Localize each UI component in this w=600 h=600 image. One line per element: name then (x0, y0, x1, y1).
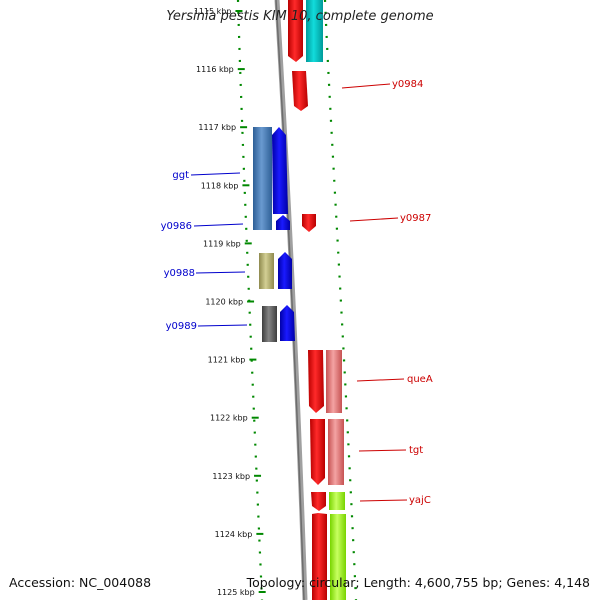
gene-pink-queA (326, 350, 342, 413)
genome-backbone-highlight (275, 0, 305, 600)
leader-y0987 (349, 217, 399, 222)
kbp-tick-label: 1121 kbp (208, 356, 246, 365)
gene-khaki-y0988 (259, 253, 274, 289)
genome-summary: Topology: circular; Length: 4,600,755 bp… (246, 575, 590, 590)
leader-tgt (358, 449, 407, 452)
leader-queA (356, 378, 405, 382)
gene-features (253, 0, 346, 600)
label-queA: queA (407, 374, 433, 385)
label-ggt: ggt (172, 170, 189, 181)
leader-yajC (359, 499, 408, 502)
kbp-tick-label: 1120 kbp (205, 298, 243, 307)
kbp-tick-label: 1116 kbp (196, 65, 234, 74)
kbp-tick-label: 1124 kbp (215, 530, 253, 539)
gene-gray-y0989 (262, 306, 277, 342)
gene-steel-ggt (253, 127, 272, 230)
label-y0986: y0986 (161, 221, 192, 232)
kbp-tick-label: 1119 kbp (203, 239, 241, 248)
leader-y0989 (197, 324, 248, 327)
label-y0989: y0989 (166, 321, 197, 332)
label-yajC: yajC (409, 495, 431, 506)
gene-lime-bottom (330, 514, 346, 600)
accession-text: Accession: NC_004088 (9, 575, 152, 590)
gene-red-top (288, 0, 303, 62)
gene-y0984 (292, 71, 308, 111)
leader-y0986 (193, 223, 244, 227)
kbp-tick-label: 1118 kbp (201, 181, 239, 190)
label-y0988: y0988 (164, 268, 195, 279)
leader-ggt (190, 172, 241, 176)
gene-blue-ggt (272, 127, 288, 214)
genome-backbone (274, 0, 308, 600)
gene-red-queA (308, 350, 324, 413)
page-title: Yersinia pestis KIM 10, complete genome (166, 9, 434, 24)
kbp-tick-label: 1117 kbp (198, 123, 236, 132)
kbp-tick-label: 1125 kbp (217, 588, 255, 597)
kbp-tick-label: 1122 kbp (210, 414, 248, 423)
gene-blue-y0989 (280, 305, 295, 341)
label-tgt: tgt (409, 445, 423, 456)
gene-red-tgt (310, 419, 325, 485)
gene-red-yajC (311, 492, 326, 511)
leader-y0984 (341, 83, 391, 89)
kbp-tick-label: 1115 kbp (194, 7, 232, 16)
label-y0987: y0987 (400, 213, 431, 224)
gene-pink-tgt (328, 419, 344, 485)
label-y0984: y0984 (392, 79, 423, 90)
gene-y0987 (302, 214, 316, 232)
gene-red-bottom (312, 513, 327, 600)
kbp-tick-label: 1123 kbp (212, 472, 250, 481)
leader-y0988 (195, 271, 246, 274)
gene-lime-yajC (329, 492, 345, 510)
gene-blue-y0988 (278, 252, 292, 289)
right-dotted-track (323, 0, 358, 600)
left-dotted-track (236, 0, 264, 600)
kbp-ticks: 1115 kbp 1116 kbp 1117 kbp 1118 kbp 1119 kbp… (194, 7, 266, 597)
label-leader-lines (190, 83, 408, 502)
gene-cyan-top (306, 0, 323, 62)
gene-blue-y0986 (276, 215, 290, 230)
